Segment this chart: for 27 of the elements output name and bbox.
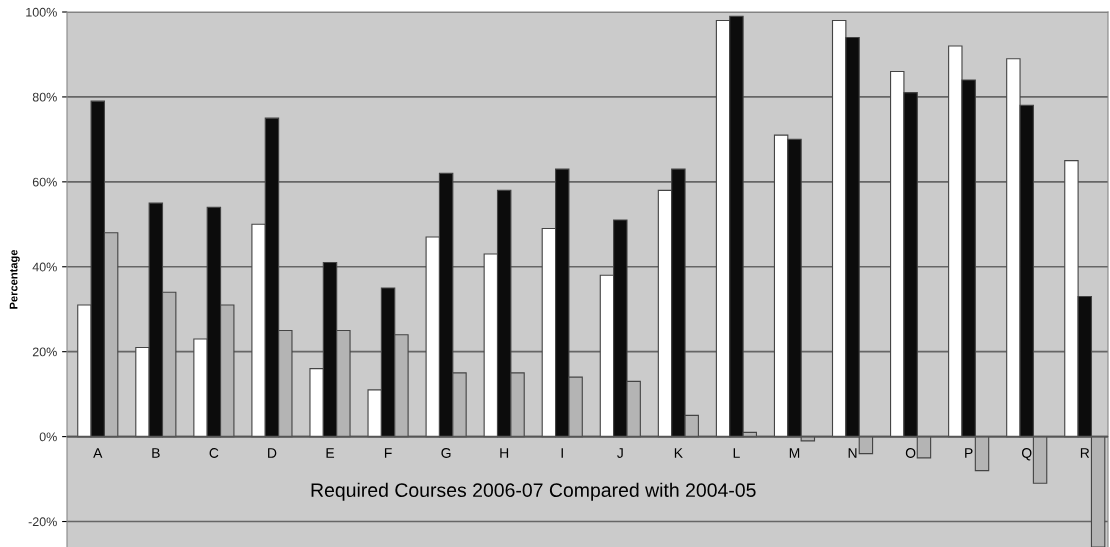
x-tick-label: L xyxy=(733,448,740,458)
x-tick-label: F xyxy=(384,448,392,458)
x-tick-label: C xyxy=(209,448,219,458)
x-tick-label: I xyxy=(561,448,563,458)
x-tick-label: O xyxy=(905,448,916,458)
x-tick-label: N xyxy=(848,448,857,458)
x-tick-label: G xyxy=(441,448,451,458)
y-tick-label: 80% xyxy=(32,92,57,102)
x-axis-title: Required Courses 2006-07 Compared with 2004-05 xyxy=(311,482,756,501)
y-tick-label: 100% xyxy=(26,7,57,17)
x-tick-label: A xyxy=(93,448,103,458)
y-tick-label: 20% xyxy=(32,347,57,357)
y-axis-title: Percentage xyxy=(9,249,20,309)
y-tick-label: 0% xyxy=(39,432,57,442)
x-tick-label: H xyxy=(500,448,509,458)
y-tick-label: 40% xyxy=(32,262,57,272)
x-tick-label: J xyxy=(617,448,623,458)
x-tick-label: P xyxy=(965,448,973,458)
y-tick-label: -20% xyxy=(28,517,57,527)
x-tick-label: D xyxy=(268,448,277,458)
y-tick-label: 60% xyxy=(32,177,57,187)
x-tick-label: Q xyxy=(1021,448,1032,461)
x-tick-label: M xyxy=(789,448,800,458)
x-tick-label: E xyxy=(326,448,335,458)
x-tick-label: R xyxy=(1080,448,1090,458)
x-tick-label: B xyxy=(152,448,160,458)
x-tick-label: K xyxy=(674,448,683,458)
